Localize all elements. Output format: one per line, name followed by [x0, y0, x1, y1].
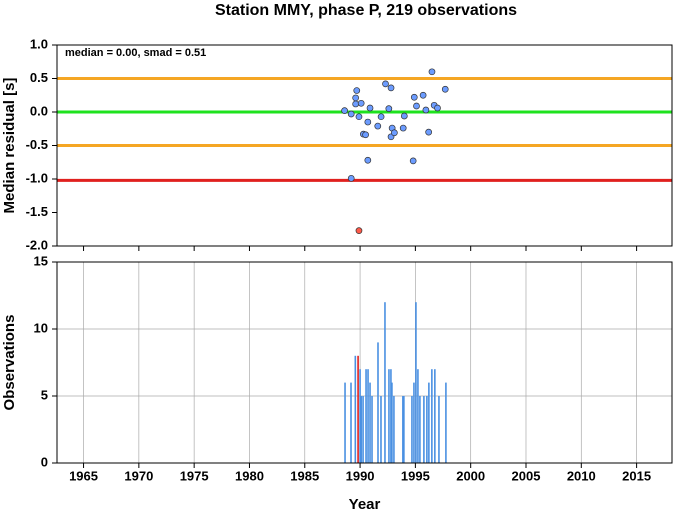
point	[425, 128, 433, 136]
point	[341, 107, 348, 115]
point	[352, 100, 360, 108]
y-tick-label: 0	[41, 454, 48, 469]
point	[352, 94, 360, 102]
chart-title: Station MMY, phase P, 219 observations	[215, 2, 517, 19]
bar	[417, 369, 419, 463]
point	[382, 80, 389, 88]
point	[366, 104, 374, 112]
bar	[357, 355, 359, 463]
bar	[428, 382, 430, 463]
bar	[413, 382, 415, 463]
y-tick-label: 15	[34, 253, 48, 268]
bar	[403, 396, 405, 463]
y-tick-label: 10	[34, 320, 48, 335]
point	[353, 87, 361, 94]
bar	[391, 382, 393, 463]
bar	[393, 396, 395, 463]
y-tick-label: -0.5	[26, 137, 48, 152]
plot-frame	[56, 261, 673, 464]
point	[377, 113, 385, 121]
point	[422, 106, 430, 114]
bar	[369, 382, 371, 463]
bar	[411, 396, 413, 463]
bar	[367, 369, 369, 463]
x-tick-label: 1970	[124, 468, 153, 483]
point	[441, 85, 449, 93]
bar	[423, 396, 425, 463]
plot-frame	[56, 44, 673, 247]
bar	[434, 369, 436, 463]
y-axis-label: Median residual [s]	[1, 78, 18, 214]
bar	[402, 396, 404, 463]
y-tick-label: 0.0	[30, 103, 48, 118]
point	[434, 104, 441, 112]
point	[410, 93, 418, 101]
point	[387, 84, 395, 92]
x-tick-label: 1980	[235, 468, 264, 483]
y-tick-label: -1.5	[26, 204, 48, 219]
point	[355, 227, 363, 234]
y-tick-label: 0.5	[30, 70, 48, 85]
x-tick-label: 1990	[346, 468, 375, 483]
bar	[384, 302, 386, 463]
point	[409, 157, 417, 165]
x-tick-label: 1995	[401, 468, 430, 483]
bar	[365, 369, 367, 463]
bar	[438, 396, 440, 463]
x-axis-label: Year	[349, 496, 381, 511]
point	[357, 99, 365, 107]
x-tick-label: 2015	[622, 468, 651, 483]
y-axis-label: Observations	[1, 315, 18, 411]
y-tick-label: -1.0	[26, 170, 48, 185]
x-tick-label: 2000	[456, 468, 485, 483]
point	[428, 68, 436, 76]
x-tick-label: 2010	[567, 468, 596, 483]
bar	[415, 302, 417, 463]
point	[347, 174, 355, 182]
x-tick-label: 1985	[290, 468, 319, 483]
x-tick-label: 1965	[69, 468, 98, 483]
x-tick-label: 2005	[512, 468, 541, 483]
point	[355, 113, 363, 121]
bar	[371, 396, 373, 463]
annotation: median = 0.00, smad = 0.51	[65, 47, 206, 59]
bar	[354, 355, 357, 463]
y-tick-label: 5	[41, 387, 48, 402]
point	[400, 112, 408, 120]
y-tick-label: 1.0	[30, 36, 48, 51]
bar	[445, 382, 447, 463]
bar	[388, 369, 390, 463]
point	[364, 118, 372, 126]
point	[374, 122, 382, 130]
bar	[344, 382, 346, 463]
point	[362, 131, 369, 139]
bar	[350, 382, 352, 463]
bar	[390, 369, 392, 463]
x-tick-label: 1975	[180, 468, 209, 483]
bar	[362, 396, 364, 463]
point	[347, 110, 355, 118]
bar	[419, 396, 421, 463]
point	[413, 102, 420, 110]
bar	[377, 342, 379, 463]
y-tick-label: -2.0	[26, 237, 48, 252]
bar	[426, 396, 428, 463]
bar	[380, 396, 382, 463]
point	[399, 124, 407, 132]
bar	[360, 396, 362, 463]
point	[419, 91, 427, 99]
bar	[359, 369, 361, 463]
point	[391, 129, 398, 137]
point	[385, 105, 393, 113]
bar	[431, 369, 433, 463]
point	[364, 156, 372, 164]
